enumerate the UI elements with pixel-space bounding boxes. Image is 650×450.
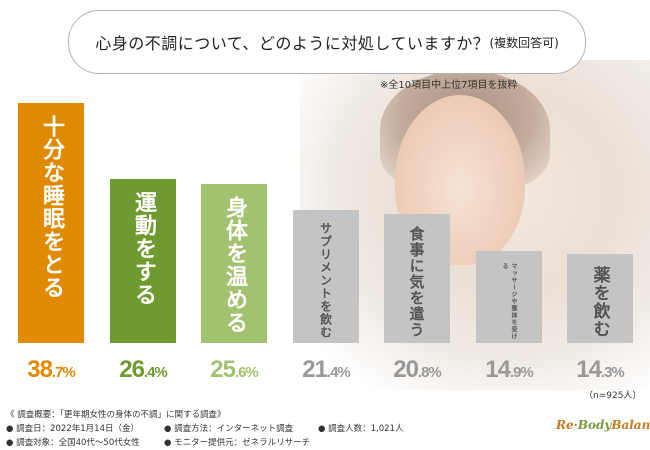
bar: 薬を飲む [567,254,633,343]
value-label: 14.9% [485,356,534,383]
logo-leaf: Body [577,418,612,432]
survey-summary-title: 《 調査概要：「更年期女性の身体の不調」に関する調査》 [6,410,226,420]
bar-label: マッサージや整体を受ける [501,263,517,340]
survey-date: ● 調査日：2022年1月14日（金） [6,424,139,434]
logo-suffix: Balance [611,418,650,432]
bar: サプリメントを飲む [293,210,359,343]
survey-target: ● 調査対象：全国40代～50代女性 [6,438,140,448]
sample-size-note: （n=925人） [584,391,642,401]
bar-label: 運動をする [131,191,156,306]
bar-label: 身体を温める [222,196,247,334]
value-label: 38.7% [27,356,76,383]
bar-label: 薬を飲む [589,266,610,338]
brand-logo: Re·BodyBalance [556,418,650,432]
bar: 十分な睡眠をとる [18,103,84,343]
logo-prefix: Re [556,418,574,432]
bar: 運動をする [110,179,176,343]
chart-title: 心身の不調について、どのように対処していますか？ [95,34,490,53]
bar: 身体を温める [201,184,267,343]
bar-label: 十分な睡眠をとる [39,115,64,299]
selection-note: ※全10項目中上位7項目を抜粋 [380,80,518,91]
value-label: 25.6% [210,356,259,383]
bar-label: サプリメントを飲む [318,222,333,339]
title-box: 心身の不調について、どのように対処していますか？ (複数回答可) [68,10,586,74]
value-label: 20.8% [393,356,442,383]
bar: マッサージや整体を受ける [476,251,542,343]
bar: 食事に気を遣う [384,214,450,343]
value-label: 26.4% [119,356,168,383]
value-label: 14.3% [576,356,625,383]
survey-method: ● 調査方法：インターネット調査 [164,424,294,434]
survey-provider: ● モニター提供元：ゼネラルリサーチ [164,438,311,448]
value-label: 21.4% [302,356,351,383]
survey-people: ● 調査人数：1,021人 [318,424,404,434]
bar-label: 食事に気を遣う [407,226,426,338]
chart-title-suffix: (複数回答可) [489,35,559,50]
